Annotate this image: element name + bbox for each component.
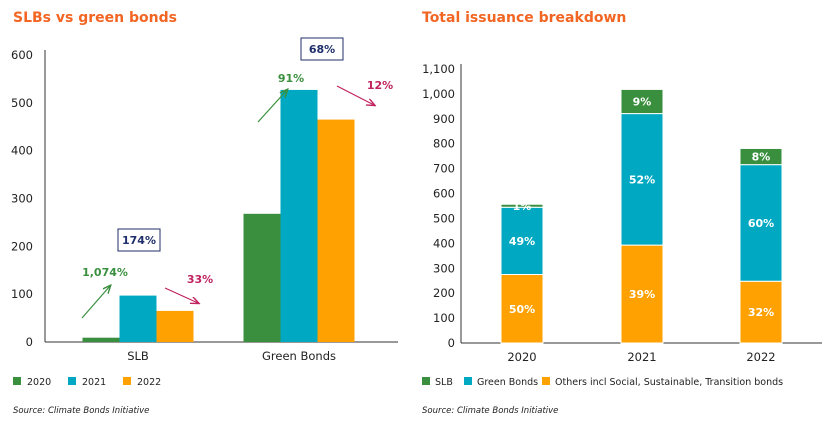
- left-chart: 0 100 200 300 400 500 600 SLB Green Bonds 1,074% 3…: [11, 37, 398, 388]
- y-tick-label: 800: [433, 137, 455, 151]
- bar-2022-slb: [739, 147, 783, 166]
- y-tick-label: 400: [11, 144, 33, 158]
- legend-label-2020: 2020: [27, 377, 51, 388]
- right-chart-title: Total issuance breakdown: [422, 10, 626, 26]
- legend-label-2022: 2022: [137, 377, 161, 388]
- y-tick-label: 0: [448, 336, 455, 350]
- right-source-note: Source: Climate Bonds Initiative: [422, 406, 558, 416]
- segment-label: 60%: [748, 217, 774, 230]
- x-category-label: 2021: [627, 350, 656, 364]
- bar-slb-2020: [82, 337, 120, 342]
- bar-2020-slb: [500, 203, 544, 208]
- y-tick-label: 300: [11, 192, 33, 206]
- slb-growth-2021-label: 1,074%: [82, 266, 128, 279]
- legend-swatch: [542, 377, 550, 385]
- bar-2021-slb: [620, 88, 664, 115]
- slb-growth-2022-label: 33%: [187, 273, 213, 286]
- y-tick-label: 900: [433, 112, 455, 126]
- bar-2020-others: [500, 274, 544, 344]
- y-tick-label: 600: [11, 48, 33, 62]
- bar-green-bonds-2022: [317, 119, 355, 342]
- segment-label: 1%: [513, 200, 532, 213]
- y-tick-label: 500: [433, 211, 455, 225]
- y-tick-label: 600: [433, 187, 455, 201]
- slb-total-growth-box: [117, 228, 161, 252]
- y-tick-label: 500: [11, 96, 33, 110]
- y-tick-label: 700: [433, 162, 455, 176]
- x-category-label: 2022: [746, 350, 775, 364]
- x-category-label: 2020: [507, 350, 536, 364]
- segment-label: 39%: [629, 288, 655, 301]
- segment-label: 49%: [509, 235, 535, 248]
- bar-green-bonds-2021: [280, 89, 318, 342]
- y-tick-label: 0: [26, 335, 33, 349]
- segment-label: 32%: [748, 306, 774, 319]
- bar-slb-2021: [119, 295, 157, 342]
- slb-total-growth-label: 174%: [122, 234, 156, 247]
- legend-swatch-2020: [13, 377, 21, 385]
- y-tick-label: 100: [11, 287, 33, 301]
- green-growth-arrow-2022: [336, 85, 374, 105]
- y-tick-label: 100: [433, 311, 455, 325]
- x-category-label: SLB: [127, 349, 149, 363]
- slb-growth-arrow-2022: [164, 287, 198, 303]
- bar-green-bonds-2020: [243, 213, 281, 342]
- legend-swatch: [464, 377, 472, 385]
- legend-label: Others incl Social, Sustainable, Transit…: [555, 377, 783, 388]
- left-source-note: Source: Climate Bonds Initiative: [13, 406, 149, 416]
- legend-swatch-2021: [68, 377, 76, 385]
- bar-2022-others: [739, 280, 783, 344]
- y-tick-label: 300: [433, 261, 455, 275]
- legend-swatch-2022: [123, 377, 131, 385]
- legend-label: Green Bonds: [477, 377, 538, 388]
- y-tick-label: 200: [11, 239, 33, 253]
- slb-growth-arrow-2021: [81, 286, 110, 319]
- segment-label: 52%: [629, 173, 655, 186]
- green-growth-arrow-2021: [257, 90, 287, 123]
- y-tick-label: 1,000: [422, 87, 455, 101]
- y-tick-label: 1,100: [422, 62, 455, 76]
- green-growth-2022-label: 12%: [367, 79, 393, 92]
- bar-2022-green: [739, 164, 783, 282]
- legend-label-2021: 2021: [82, 377, 106, 388]
- y-tick-label: 400: [433, 236, 455, 250]
- green-total-growth-label: 68%: [309, 43, 335, 56]
- green-growth-2021-label: 91%: [278, 72, 304, 85]
- segment-label: 50%: [509, 303, 535, 316]
- x-category-label: Green Bonds: [262, 349, 336, 363]
- segment-label: 8%: [752, 151, 771, 164]
- legend-swatch: [422, 377, 430, 385]
- right-chart: 0 100 200 300 400 500 600 700 800 900 1,000 1,100 50…: [422, 62, 822, 388]
- segment-label: 9%: [633, 96, 652, 109]
- left-chart-title: SLBs vs green bonds: [13, 10, 177, 26]
- bar-slb-2022: [156, 310, 194, 342]
- green-total-growth-box: [300, 37, 344, 61]
- y-tick-label: 200: [433, 286, 455, 300]
- legend-label: SLB: [435, 377, 453, 388]
